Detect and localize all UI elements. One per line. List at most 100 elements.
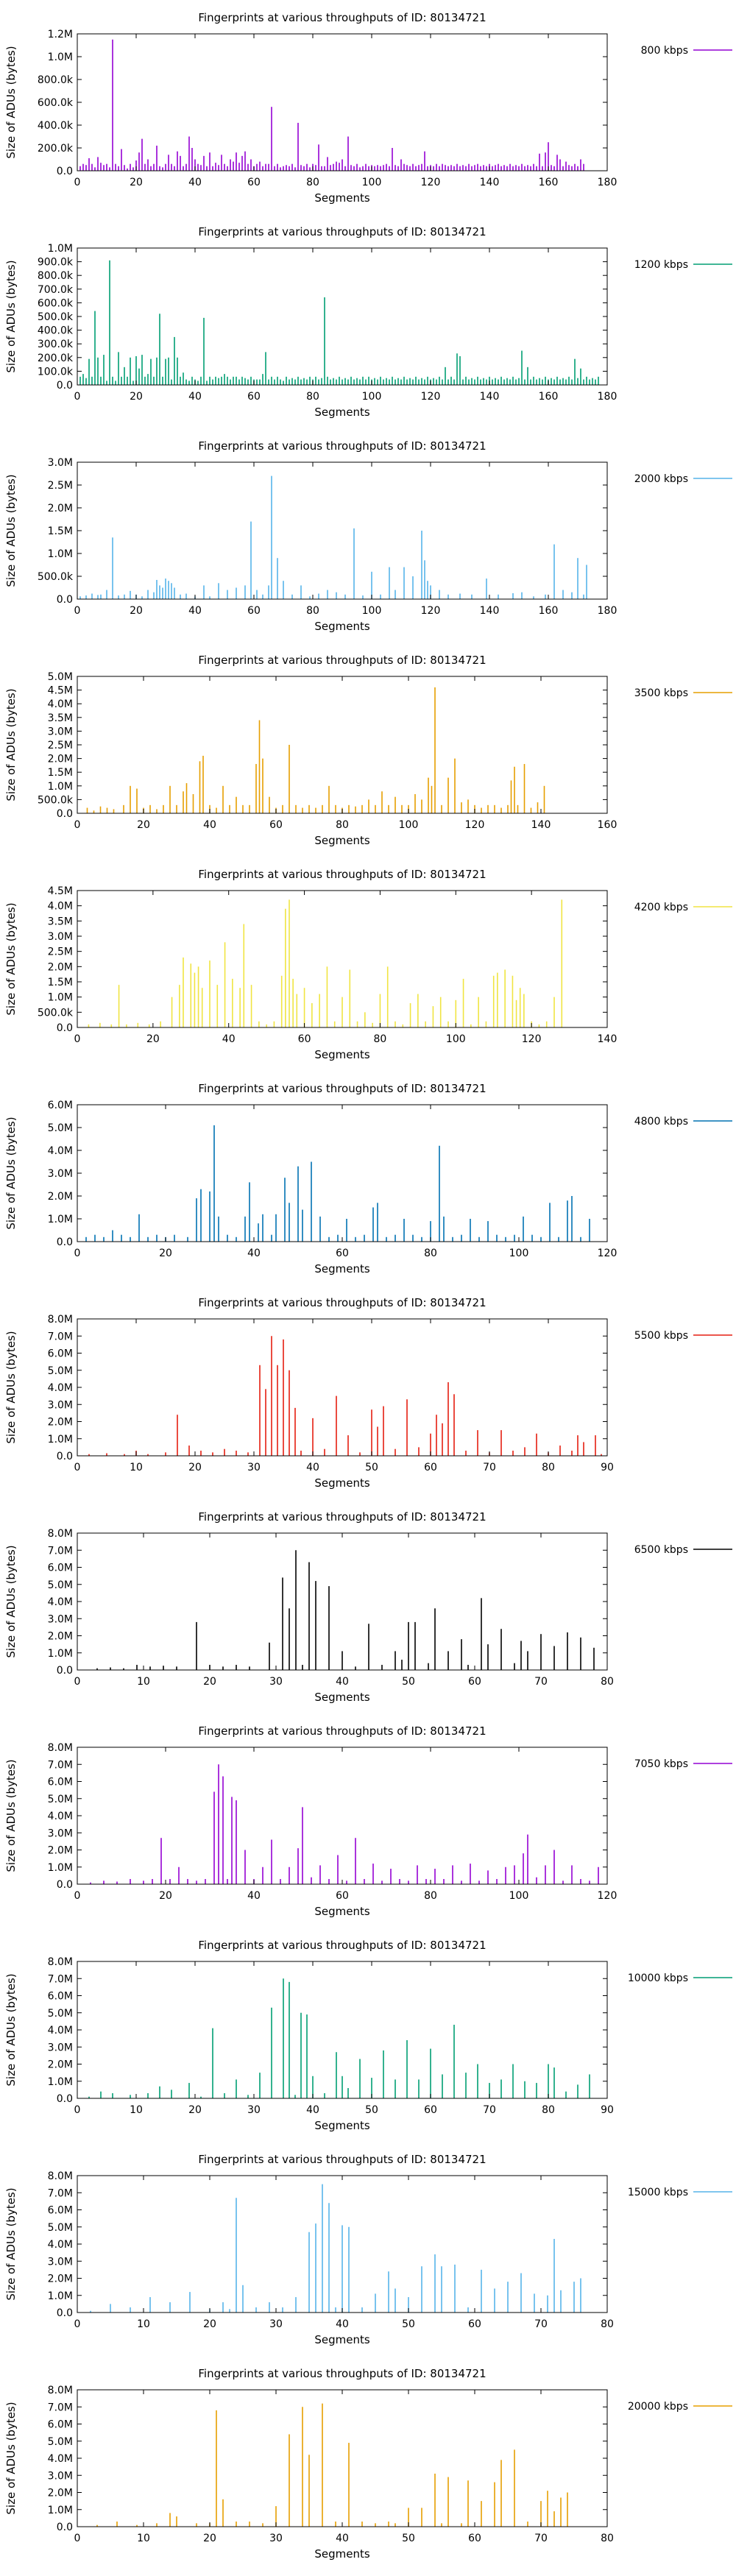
x-tick-label: 60 [468,2533,481,2544]
y-tick-label: 0.0 [57,1451,73,1462]
y-tick-label: 600.0k [38,297,74,309]
x-axis-label: Segments [314,2547,370,2561]
y-tick-label: 2.0M [48,1191,73,1203]
y-axis-label: Size of ADUs (bytes) [4,1973,18,2086]
y-tick-label: 3.0M [48,1613,73,1625]
x-tick-label: 20 [203,2533,216,2544]
x-tick-label: 120 [421,177,441,188]
y-tick-label: 1.0M [48,243,73,255]
y-tick-label: 4.0M [48,1145,73,1157]
y-tick-label: 1.5M [48,977,73,988]
x-tick-label: 60 [247,391,261,403]
x-tick-label: 20 [146,1033,160,1045]
y-tick-label: 300.0k [38,339,74,350]
chart-title: Fingerprints at various throughputs of I… [198,2367,486,2380]
y-tick-label: 3.0M [48,457,73,469]
y-tick-label: 3.0M [48,931,73,943]
x-tick-label: 60 [247,605,261,617]
y-tick-label: 8.0M [48,1314,73,1326]
plot-frame [77,2389,608,2527]
plot-frame [77,1318,608,1457]
y-tick-label: 200.0k [38,143,74,155]
x-tick-label: 80 [306,177,319,188]
chart-title: Fingerprints at various throughputs of I… [198,1082,486,1095]
y-axis-label: Size of ADUs (bytes) [4,688,18,801]
chart-panel: Fingerprints at various throughputs of I… [4,1510,732,1704]
x-tick-label: 50 [365,2104,378,2116]
x-tick-label: 60 [269,819,283,831]
y-tick-label: 0.0 [57,808,73,820]
y-tick-label: 8.0M [48,2170,73,2182]
x-tick-label: 80 [601,1676,614,1688]
y-tick-label: 2.0M [48,2059,73,2071]
chart-panel: Fingerprints at various throughputs of I… [4,2367,732,2561]
legend-label: 6500 kbps [634,1544,688,1556]
x-tick-label: 40 [306,2104,319,2116]
y-tick-label: 6.0M [48,1100,73,1111]
legend-label: 10000 kbps [628,1972,688,1984]
legend-label: 800 kbps [641,45,688,57]
x-tick-label: 30 [269,1676,283,1688]
y-tick-label: 7.0M [48,1331,73,1342]
y-tick-label: 100.0k [38,366,74,378]
y-tick-label: 6.0M [48,1563,73,1574]
y-axis-label: Size of ADUs (bytes) [4,2402,18,2514]
y-tick-label: 6.0M [48,1991,73,2003]
legend-label: 4800 kbps [634,1116,688,1128]
x-tick-label: 140 [531,819,551,831]
x-axis-label: Segments [314,2119,370,2132]
x-tick-label: 70 [483,1462,496,1473]
x-tick-label: 80 [542,1462,555,1473]
y-tick-label: 3.0M [48,2470,73,2482]
y-tick-label: 0.0 [57,594,73,606]
legend-label: 5500 kbps [634,1330,688,1342]
y-tick-label: 2.0M [48,1631,73,1643]
x-tick-label: 50 [365,1462,378,1473]
chart-panel: Fingerprints at various throughputs of I… [4,654,732,847]
x-tick-label: 70 [534,1676,548,1688]
y-tick-label: 4.0M [48,698,73,710]
x-tick-label: 50 [402,1676,415,1688]
legend-label: 2000 kbps [634,473,688,485]
x-tick-label: 60 [468,1676,481,1688]
x-tick-label: 20 [159,1890,172,1902]
y-tick-label: 2.5M [48,946,73,958]
y-tick-label: 7.0M [48,1545,73,1557]
x-tick-label: 80 [306,391,319,403]
y-tick-label: 5.0M [48,2436,73,2448]
y-tick-label: 4.0M [48,1382,73,1394]
chart-panel: Fingerprints at various throughputs of I… [4,1939,732,2132]
x-tick-label: 60 [298,1033,311,1045]
x-tick-label: 140 [480,177,500,188]
legend-label: 15000 kbps [628,2187,688,2198]
legend-label: 7050 kbps [634,1758,688,1770]
plot-frame [77,890,608,1028]
x-tick-label: 120 [421,391,441,403]
x-tick-label: 120 [598,1248,618,1259]
x-tick-label: 0 [74,1033,81,1045]
y-tick-label: 2.0M [48,503,73,514]
y-tick-label: 5.0M [48,1794,73,1805]
x-tick-label: 80 [424,1248,437,1259]
y-tick-label: 500.0k [38,1007,74,1019]
x-tick-label: 180 [598,177,618,188]
y-axis-label: Size of ADUs (bytes) [4,260,18,372]
y-tick-label: 3.0M [48,2042,73,2053]
x-tick-label: 80 [374,1033,387,1045]
x-tick-label: 0 [74,1462,81,1473]
y-tick-label: 1.0M [48,548,73,560]
y-tick-label: 1.0M [48,1648,73,1660]
y-tick-label: 7.0M [48,2187,73,2199]
y-tick-label: 4.0M [48,2453,73,2465]
plot-frame [77,1532,608,1671]
x-tick-label: 160 [539,391,559,403]
y-tick-label: 800.0k [38,74,74,86]
x-tick-label: 60 [247,177,261,188]
x-tick-label: 20 [130,177,143,188]
y-tick-label: 0.0 [57,1022,73,1034]
x-tick-label: 40 [336,2318,349,2330]
x-tick-label: 30 [269,2318,283,2330]
chart-title: Fingerprints at various throughputs of I… [198,654,486,667]
y-tick-label: 600.0k [38,97,74,109]
